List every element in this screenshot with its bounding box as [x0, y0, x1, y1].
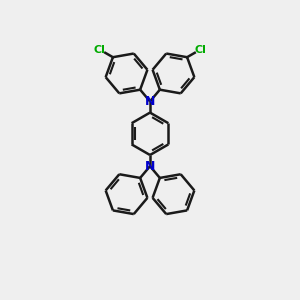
Text: N: N [145, 160, 155, 173]
Text: Cl: Cl [194, 45, 206, 55]
Text: N: N [145, 95, 155, 108]
Text: Cl: Cl [94, 45, 106, 55]
